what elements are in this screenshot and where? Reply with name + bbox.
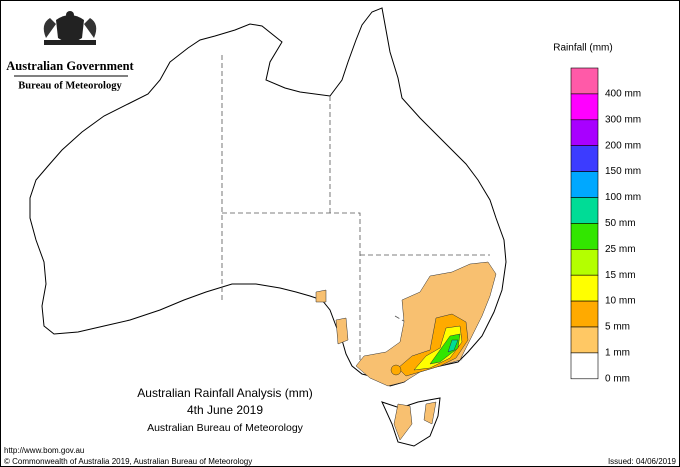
legend-label: 10 mm [605,296,636,307]
legend-swatch [570,249,599,276]
rainfall [315,261,497,441]
legend-swatch [570,93,599,121]
legend-label: 50 mm [605,218,636,229]
legend-swatch [570,197,599,224]
legend-label: 1 mm [605,348,630,359]
footer-issued: Issued: 04/06/2019 [608,457,677,466]
legend-label: 15 mm [605,270,636,281]
legend-label: 150 mm [605,166,641,177]
map-title: Australian Rainfall Analysis (mm) [137,386,312,400]
legend: 400 mm 300 mm 200 mm 150 mm 100 mm 50 mm 25 mm… [570,67,641,384]
coat-of-arms [43,11,97,45]
legend-label: 200 mm [605,140,641,151]
bureau: Bureau of Meteorology [18,80,122,91]
legend-label: 25 mm [605,244,636,255]
legend-swatch [570,171,599,198]
footer-copyright: © Commonwealth of Australia 2019, Austra… [4,457,252,466]
legend-label: 300 mm [605,114,641,125]
footer-url: http://www.bom.gov.au [4,446,84,455]
legend-swatch [570,67,599,95]
legend-swatch [570,119,599,147]
legend-swatch [570,145,599,172]
legend-label: 100 mm [605,192,641,203]
legend-swatch [570,274,599,302]
legend-label: 400 mm [605,89,641,100]
map-date: 4th June 2019 [187,403,263,417]
map-source: Australian Bureau of Meteorology [147,422,304,434]
legend-label: 5 mm [605,322,630,333]
legend-swatch [570,326,599,354]
legend-title: Rainfall (mm) [553,43,612,54]
legend-label: 0 mm [605,373,630,384]
legend-swatch [570,223,599,250]
agency: Australian Government [6,59,134,73]
legend-swatch [570,300,599,328]
legend-swatch [570,352,599,380]
border [222,212,361,366]
